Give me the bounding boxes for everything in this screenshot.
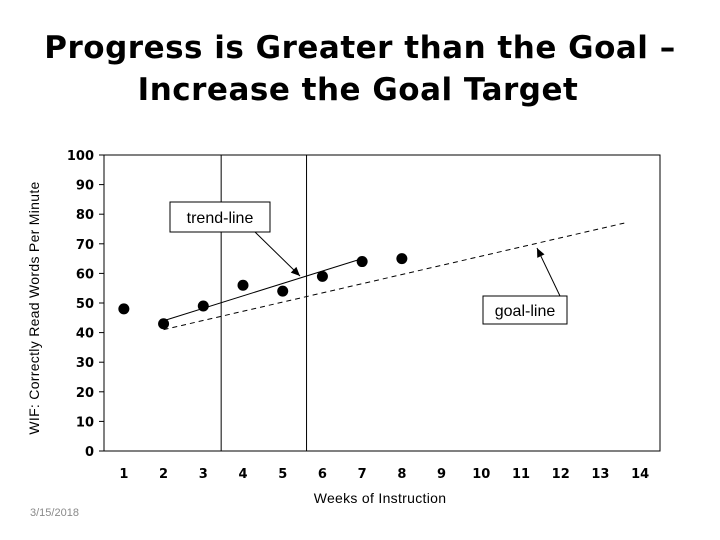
plot-frame bbox=[103, 154, 661, 452]
y-axis-ticks: 0 10 20 30 40 50 60 70 80 90 100 bbox=[67, 149, 104, 460]
reference-lines bbox=[163, 222, 625, 331]
x-tick-label: 9 bbox=[437, 467, 446, 482]
y-tick-label: 80 bbox=[76, 208, 94, 223]
goal-callout-arrowhead bbox=[537, 248, 545, 258]
trend-callout-box bbox=[169, 201, 271, 233]
x-tick-label: 2 bbox=[159, 467, 168, 482]
x-tick-label: 1 bbox=[119, 467, 128, 482]
y-tick-label: 0 bbox=[85, 445, 94, 460]
y-tick-label: 90 bbox=[76, 179, 94, 194]
x-tick-label: 7 bbox=[358, 467, 367, 482]
data-points bbox=[118, 253, 408, 330]
slide-title-line-2: Increase the Goal Target bbox=[137, 72, 579, 108]
data-point bbox=[396, 253, 408, 265]
goal-line bbox=[163, 222, 625, 331]
data-point bbox=[277, 285, 289, 297]
slide-title-line-1: Progress is Greater than the Goal – bbox=[44, 30, 676, 66]
goal-callout-label: goal-line bbox=[495, 303, 556, 320]
trend-callout-arrowhead bbox=[290, 266, 300, 276]
x-tick-label: 13 bbox=[591, 467, 609, 482]
callouts: trend-line goal-line bbox=[169, 201, 568, 325]
x-tick-label: 12 bbox=[552, 467, 570, 482]
x-tick-label: 3 bbox=[199, 467, 208, 482]
y-tick-label: 60 bbox=[76, 267, 94, 282]
x-tick-label: 8 bbox=[397, 467, 406, 482]
x-tick-label: 6 bbox=[318, 467, 327, 482]
y-tick-label: 30 bbox=[76, 356, 94, 371]
x-axis-ticks: 1 2 3 4 5 6 7 8 9 10 11 12 13 14 bbox=[119, 467, 649, 482]
x-axis-label: Weeks of Instruction bbox=[313, 490, 447, 506]
data-point bbox=[316, 270, 328, 282]
x-tick-label: 14 bbox=[631, 467, 649, 482]
y-tick-label: 20 bbox=[76, 386, 94, 401]
data-point bbox=[237, 279, 249, 291]
trend-callout-label: trend-line bbox=[187, 210, 254, 227]
data-point bbox=[197, 300, 209, 312]
y-tick-label: 50 bbox=[76, 297, 94, 312]
y-tick-label: 40 bbox=[76, 327, 94, 342]
slide-date: 3/15/2018 bbox=[30, 507, 79, 519]
data-point bbox=[158, 318, 170, 330]
x-tick-label: 10 bbox=[472, 467, 490, 482]
x-tick-label: 4 bbox=[238, 467, 247, 482]
data-point bbox=[118, 303, 130, 315]
data-point bbox=[356, 256, 368, 268]
y-tick-label: 100 bbox=[67, 149, 94, 164]
goal-callout-box bbox=[482, 295, 568, 325]
trend-line bbox=[163, 258, 363, 322]
y-tick-label: 70 bbox=[76, 238, 94, 253]
y-tick-label: 10 bbox=[76, 415, 94, 430]
vertical-markers bbox=[220, 155, 308, 451]
x-tick-label: 11 bbox=[512, 467, 530, 482]
x-tick-label: 5 bbox=[278, 467, 287, 482]
trend-callout-arrow bbox=[254, 231, 301, 277]
